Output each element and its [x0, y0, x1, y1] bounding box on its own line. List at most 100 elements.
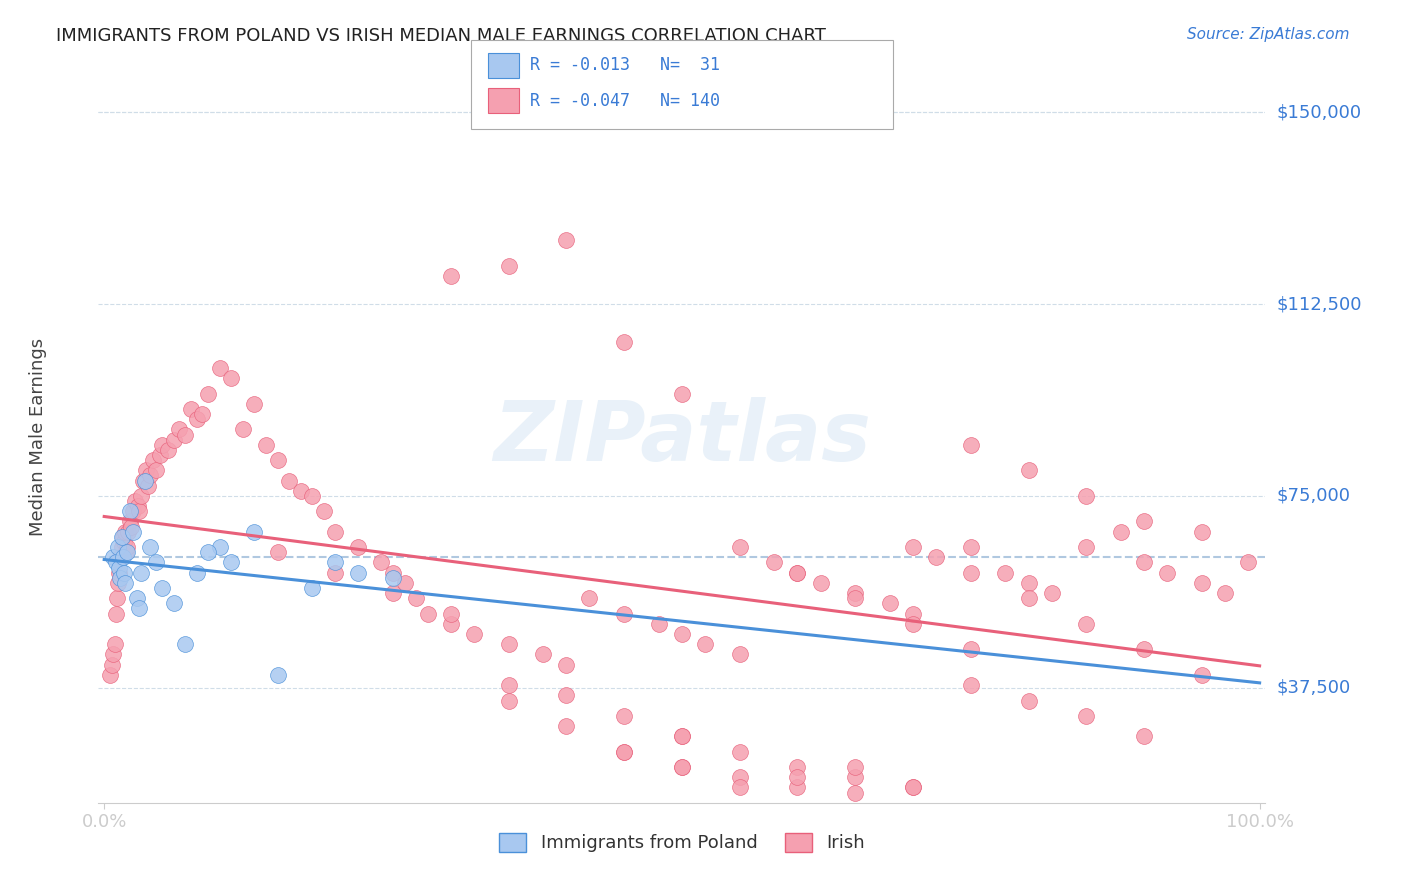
Text: Source: ZipAtlas.com: Source: ZipAtlas.com [1187, 27, 1350, 42]
Point [120, 519, 142, 533]
Point [1156, 566, 1178, 580]
Point [323, 555, 346, 569]
Point [278, 474, 301, 488]
Point [901, 607, 924, 621]
Point [901, 780, 924, 795]
Point [901, 540, 924, 554]
Point [1076, 709, 1098, 723]
Point [1191, 575, 1213, 590]
Point [1133, 555, 1156, 569]
Point [107, 575, 129, 590]
Point [693, 637, 716, 651]
Point [208, 540, 231, 554]
Point [105, 591, 128, 606]
Point [901, 780, 924, 795]
Point [1018, 575, 1040, 590]
Point [301, 581, 323, 595]
Text: Median Male Earnings: Median Male Earnings [28, 338, 46, 536]
Point [128, 504, 150, 518]
Point [117, 540, 139, 554]
Point [901, 616, 924, 631]
Point [1076, 616, 1098, 631]
Text: R = -0.013   N=  31: R = -0.013 N= 31 [530, 56, 720, 74]
Point [111, 550, 134, 565]
Point [98, 668, 121, 682]
Point [118, 504, 141, 518]
Point [104, 555, 127, 569]
Point [347, 566, 370, 580]
Point [1018, 463, 1040, 477]
Point [122, 524, 145, 539]
Point [959, 678, 981, 692]
Point [844, 786, 866, 800]
Point [1040, 586, 1063, 600]
Point [555, 719, 578, 733]
Point [382, 586, 405, 600]
Point [347, 540, 370, 554]
Point [382, 566, 405, 580]
Point [122, 504, 145, 518]
Point [555, 233, 578, 247]
Point [221, 555, 243, 569]
Point [844, 760, 866, 774]
Point [498, 637, 520, 651]
Point [139, 468, 162, 483]
Point [498, 693, 520, 707]
Point [440, 268, 463, 283]
Point [186, 566, 208, 580]
Point [243, 397, 266, 411]
Point [186, 412, 208, 426]
Point [498, 678, 520, 692]
Point [844, 591, 866, 606]
Point [108, 560, 131, 574]
Point [1076, 489, 1098, 503]
Point [671, 729, 693, 743]
Text: $150,000: $150,000 [1277, 103, 1362, 121]
Point [1109, 524, 1132, 539]
Point [129, 566, 152, 580]
Point [129, 489, 152, 503]
Point [613, 745, 636, 759]
Point [1191, 524, 1213, 539]
Point [110, 530, 132, 544]
Point [103, 648, 125, 662]
Point [786, 566, 808, 580]
Point [134, 474, 156, 488]
Text: $37,500: $37,500 [1277, 679, 1351, 697]
Point [1018, 591, 1040, 606]
Point [613, 607, 636, 621]
Point [671, 627, 693, 641]
Point [169, 422, 191, 436]
Point [810, 575, 832, 590]
Point [613, 745, 636, 759]
Point [786, 780, 808, 795]
Point [323, 524, 346, 539]
Text: IMMIGRANTS FROM POLAND VS IRISH MEDIAN MALE EARNINGS CORRELATION CHART: IMMIGRANTS FROM POLAND VS IRISH MEDIAN M… [56, 27, 827, 45]
Point [671, 386, 693, 401]
Point [108, 566, 131, 580]
Point [994, 566, 1017, 580]
Point [112, 566, 135, 580]
Point [463, 627, 485, 641]
Point [128, 601, 150, 615]
Point [370, 555, 392, 569]
Point [150, 581, 173, 595]
Point [671, 760, 693, 774]
Point [728, 745, 751, 759]
Point [786, 770, 808, 784]
Text: $112,500: $112,500 [1277, 295, 1362, 313]
Point [101, 657, 124, 672]
Point [1237, 555, 1260, 569]
Point [959, 540, 981, 554]
Point [266, 668, 288, 682]
Point [312, 504, 335, 518]
Point [197, 386, 219, 401]
Point [671, 760, 693, 774]
Point [254, 438, 277, 452]
Point [959, 438, 981, 452]
Point [127, 499, 149, 513]
Point [728, 648, 751, 662]
Point [135, 463, 157, 477]
Text: $75,000: $75,000 [1277, 487, 1351, 505]
Point [728, 540, 751, 554]
